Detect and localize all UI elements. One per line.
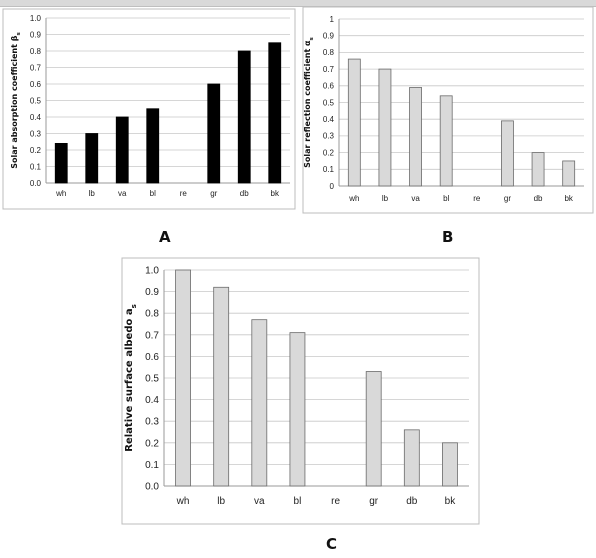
bar-bk bbox=[562, 160, 576, 187]
y-tick-label: 1 bbox=[330, 15, 335, 24]
x-tick-label: bl bbox=[443, 194, 449, 203]
x-tick-label: bk bbox=[445, 496, 457, 507]
panel-label-a: A bbox=[159, 228, 171, 246]
x-tick-label: bl bbox=[294, 496, 302, 507]
y-tick-label: 0.2 bbox=[30, 146, 42, 155]
y-tick-label: 0.2 bbox=[145, 438, 159, 449]
x-tick-label: gr bbox=[210, 189, 217, 198]
y-axis-title: Solar absorption coefficient βs bbox=[10, 32, 22, 169]
panel-label-b: B bbox=[442, 228, 454, 246]
x-tick-label: bk bbox=[271, 189, 280, 198]
bar-gr bbox=[501, 120, 514, 187]
y-tick-label: 0.5 bbox=[145, 374, 159, 385]
x-tick-label: re bbox=[331, 496, 340, 507]
bar-lb bbox=[213, 286, 230, 487]
y-tick-label: 0.0 bbox=[145, 482, 159, 493]
chart-a: 0.0 0.1 0.2 0.3 0.4 0.5 0.6 0.7 0.8 0.9 1.0 wh lb va b… bbox=[2, 8, 296, 210]
panel-label-c: C bbox=[326, 535, 338, 553]
y-tick-label: 0.1 bbox=[323, 165, 335, 174]
y-tick-label: 0.2 bbox=[323, 148, 335, 157]
y-tick-label: 0.0 bbox=[30, 179, 42, 188]
y-axis-title: Relative surface albedo as bbox=[124, 304, 138, 452]
x-tick-label: gr bbox=[369, 496, 379, 507]
y-tick-label: 0.6 bbox=[323, 82, 335, 91]
y-tick-label: 0.8 bbox=[323, 48, 335, 57]
bar-bl bbox=[289, 332, 306, 487]
chart-c: 0.0 0.1 0.2 0.3 0.4 0.5 0.6 0.7 0.8 0.9 1.0 wh lb va b… bbox=[121, 257, 480, 525]
y-axis-title: Solar reflection coefficient αs bbox=[303, 36, 315, 167]
y-tick-label: 0.1 bbox=[145, 460, 159, 471]
y-tick-label: 0.7 bbox=[145, 330, 159, 341]
y-tick-label: 0.4 bbox=[30, 113, 42, 122]
x-tick-label: bl bbox=[150, 189, 156, 198]
bar-bk bbox=[442, 442, 458, 487]
x-tick-label: re bbox=[180, 189, 188, 198]
y-tick-label: 0.7 bbox=[323, 65, 335, 74]
y-tick-label: 0.7 bbox=[30, 63, 42, 72]
x-tick-label: va bbox=[254, 496, 265, 507]
x-tick-label: gr bbox=[504, 194, 511, 203]
y-tick-label: 0.9 bbox=[145, 287, 159, 298]
y-tick-label: 0.8 bbox=[30, 47, 42, 56]
y-tick-label: 0.5 bbox=[323, 98, 335, 107]
x-tick-label: va bbox=[411, 194, 420, 203]
bar-db bbox=[403, 429, 420, 487]
x-tick-label: va bbox=[118, 189, 127, 198]
bar-gr bbox=[207, 83, 221, 184]
bar-wh bbox=[54, 142, 68, 184]
x-tick-label: lb bbox=[89, 189, 96, 198]
x-tick-label: wh bbox=[348, 194, 359, 203]
y-tick-label: 0.8 bbox=[145, 309, 159, 320]
x-tick-label: db bbox=[240, 189, 249, 198]
bar-va bbox=[251, 319, 268, 487]
y-tick-label: 0.9 bbox=[323, 32, 335, 41]
y-tick-label: 1.0 bbox=[145, 266, 159, 277]
y-tick-label: 0.3 bbox=[145, 417, 159, 428]
y-tick-label: 0.3 bbox=[30, 129, 42, 138]
y-tick-label: 0.9 bbox=[30, 30, 42, 39]
bar-bk bbox=[268, 42, 282, 184]
x-tick-label: db bbox=[534, 194, 543, 203]
x-tick-label: db bbox=[406, 496, 418, 507]
y-tick-label: 1.0 bbox=[30, 14, 42, 23]
bar-lb bbox=[378, 68, 392, 187]
top-divider bbox=[0, 0, 596, 7]
bar-bl bbox=[439, 95, 453, 187]
bar-va bbox=[409, 87, 422, 187]
y-tick-label: 0.5 bbox=[30, 96, 42, 105]
bar-va bbox=[115, 116, 129, 184]
x-tick-label: lb bbox=[382, 194, 389, 203]
bar-db bbox=[531, 152, 545, 187]
bar-bl bbox=[146, 108, 160, 184]
bar-db bbox=[237, 50, 251, 184]
x-tick-label: lb bbox=[217, 496, 225, 507]
chart-b: 0 0.1 0.2 0.3 0.4 0.5 0.6 0.7 0.8 0.9 1 wh lb va bl re g… bbox=[302, 6, 594, 214]
bar-wh bbox=[347, 58, 361, 187]
y-tick-label: 0.3 bbox=[323, 132, 335, 141]
y-tick-label: 0.4 bbox=[145, 395, 159, 406]
bar-wh bbox=[175, 269, 191, 487]
x-tick-label: re bbox=[473, 194, 481, 203]
y-tick-label: 0.1 bbox=[30, 162, 42, 171]
y-tick-label: 0.4 bbox=[323, 115, 335, 124]
bar-lb bbox=[85, 133, 99, 184]
x-tick-label: wh bbox=[55, 189, 66, 198]
x-tick-label: wh bbox=[176, 496, 190, 507]
y-tick-label: 0.6 bbox=[30, 80, 42, 89]
y-tick-label: 0.6 bbox=[145, 352, 159, 363]
y-tick-label: 0 bbox=[330, 182, 335, 191]
bar-gr bbox=[365, 371, 382, 487]
x-tick-label: bk bbox=[564, 194, 573, 203]
